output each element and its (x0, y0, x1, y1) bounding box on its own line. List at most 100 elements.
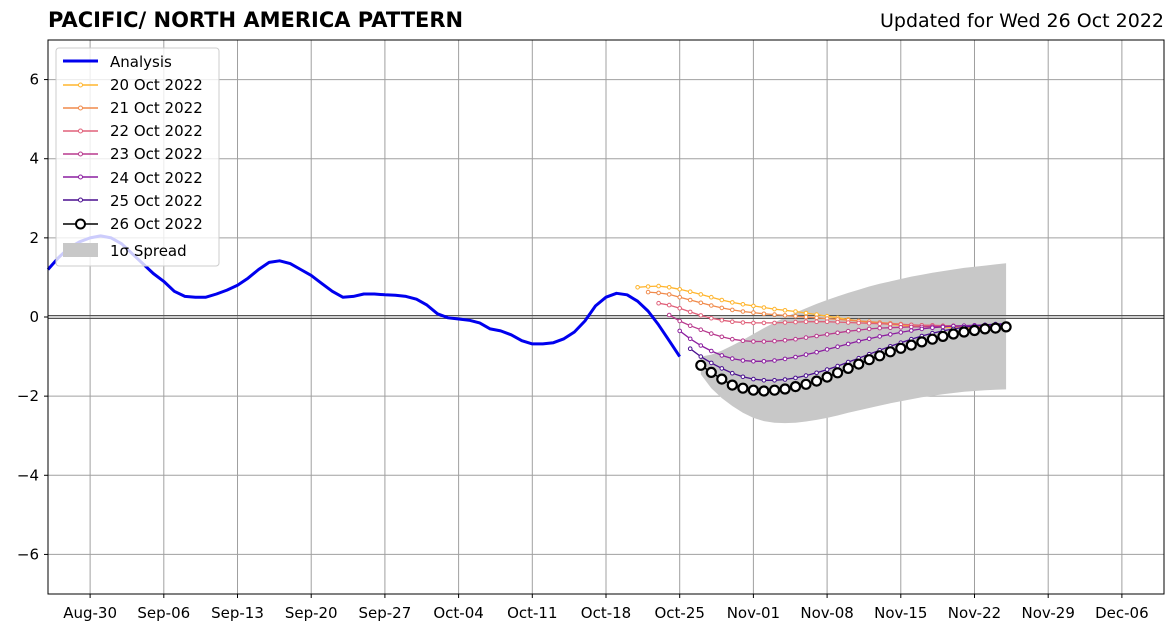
forecast-point (856, 327, 862, 333)
forecast-point (761, 339, 767, 344)
forecast-point (810, 375, 823, 387)
legend: Analysis 20 Oct 2022 21 Oct 2022 22 Oct … (55, 47, 220, 267)
forecast-point (709, 348, 714, 354)
forecast-point (740, 338, 746, 344)
forecast-point (782, 320, 788, 325)
x-tick-label: Sep-06 (137, 604, 190, 622)
legend-f25-marker (78, 197, 83, 203)
x-tick-label: Nov-08 (800, 604, 853, 622)
y-tick-label: 6 (29, 71, 39, 89)
legend-f22-marker (78, 128, 83, 134)
zero-line-layer (48, 315, 1164, 319)
forecast-point (842, 362, 854, 374)
forecast-point (772, 338, 777, 344)
updated-date: Updated for Wed 26 Oct 2022 (880, 10, 1164, 32)
forecast-point (803, 314, 809, 320)
forecast-point (789, 381, 802, 393)
forecast-point (835, 319, 840, 325)
x-tick-label: Oct-11 (507, 604, 557, 622)
forecast-point (814, 319, 819, 325)
forecast-point (853, 358, 865, 370)
forecast-point (772, 358, 777, 363)
x-tick-label: Oct-04 (433, 604, 483, 622)
forecast-point (740, 358, 746, 363)
forecast-point (909, 324, 914, 330)
legend-box (55, 47, 220, 267)
x-tick-label: Sep-20 (285, 604, 338, 622)
forecast-point (814, 370, 819, 376)
forecast-point (782, 338, 788, 343)
forecast-point (730, 319, 735, 325)
forecast-point (926, 333, 939, 345)
forecast-point (761, 378, 767, 383)
forecast-point (677, 318, 683, 324)
forecast-point (705, 366, 717, 378)
forecast-point (821, 371, 833, 383)
forecast-point (730, 300, 735, 305)
forecast-point (898, 330, 904, 335)
forecast-point (687, 289, 693, 295)
forecast-point (677, 328, 683, 334)
forecast-point (803, 373, 809, 378)
forecast-point (888, 321, 893, 327)
y-tick-label: −4 (17, 466, 39, 484)
legend-f26-label: 26 Oct 2022 (110, 215, 203, 233)
forecast-point (751, 303, 756, 309)
forecast-point (768, 384, 781, 396)
x-tick-label: Oct-25 (654, 604, 704, 622)
forecast-point (888, 332, 893, 337)
forecast-point (719, 334, 725, 340)
forecast-point (888, 325, 893, 331)
forecast-point (698, 354, 704, 359)
series-layer (46, 234, 1012, 397)
forecast-point (761, 305, 767, 310)
legend-f23-marker (78, 151, 83, 157)
forecast-point (666, 302, 672, 308)
forecast-point (666, 312, 672, 318)
forecast-point (803, 352, 809, 357)
forecast-point (958, 326, 970, 338)
forecast-point (677, 294, 683, 300)
forecast-point (831, 367, 844, 379)
y-tick-label: 0 (29, 308, 39, 326)
forecast-point (803, 310, 809, 316)
forecast-point (656, 300, 661, 306)
x-tick-label: Nov-29 (1022, 604, 1075, 622)
forecast-point (866, 336, 872, 342)
legend-f21-marker (78, 105, 83, 111)
forecast-point (814, 333, 819, 339)
forecast-point (772, 378, 777, 383)
forecast-point (740, 309, 746, 314)
plot-frame (47, 39, 1165, 595)
forecast-point (877, 325, 883, 331)
forecast-point (761, 311, 767, 317)
forecast-point (740, 302, 746, 307)
forecast-point (772, 306, 777, 312)
chart-title: PACIFIC/ NORTH AMERICA PATTERN (48, 8, 464, 32)
legend-spread-swatch (63, 243, 98, 257)
forecast-point (884, 346, 896, 358)
forecast-point (930, 325, 935, 331)
forecast-point (645, 289, 651, 295)
forecast-point (779, 383, 791, 395)
forecast-point (751, 320, 756, 326)
forecast-point (751, 376, 756, 382)
y-tick-label: −2 (17, 387, 39, 405)
forecast-point (845, 320, 851, 325)
forecast-point (824, 347, 830, 352)
forecast-point (698, 343, 704, 348)
forecast-point (803, 319, 809, 325)
forecast-point (916, 336, 928, 348)
y-tick-label: 4 (29, 150, 39, 168)
forecast-point (687, 309, 693, 315)
forecast-point (698, 313, 704, 318)
forecast-point (677, 287, 683, 292)
forecast-point (709, 303, 714, 308)
forecast-point (709, 360, 714, 366)
forecast-point (793, 319, 798, 325)
forecast-point (793, 375, 798, 381)
forecast-point (656, 290, 661, 296)
forecast-point (656, 283, 661, 289)
forecast-point (687, 336, 693, 342)
